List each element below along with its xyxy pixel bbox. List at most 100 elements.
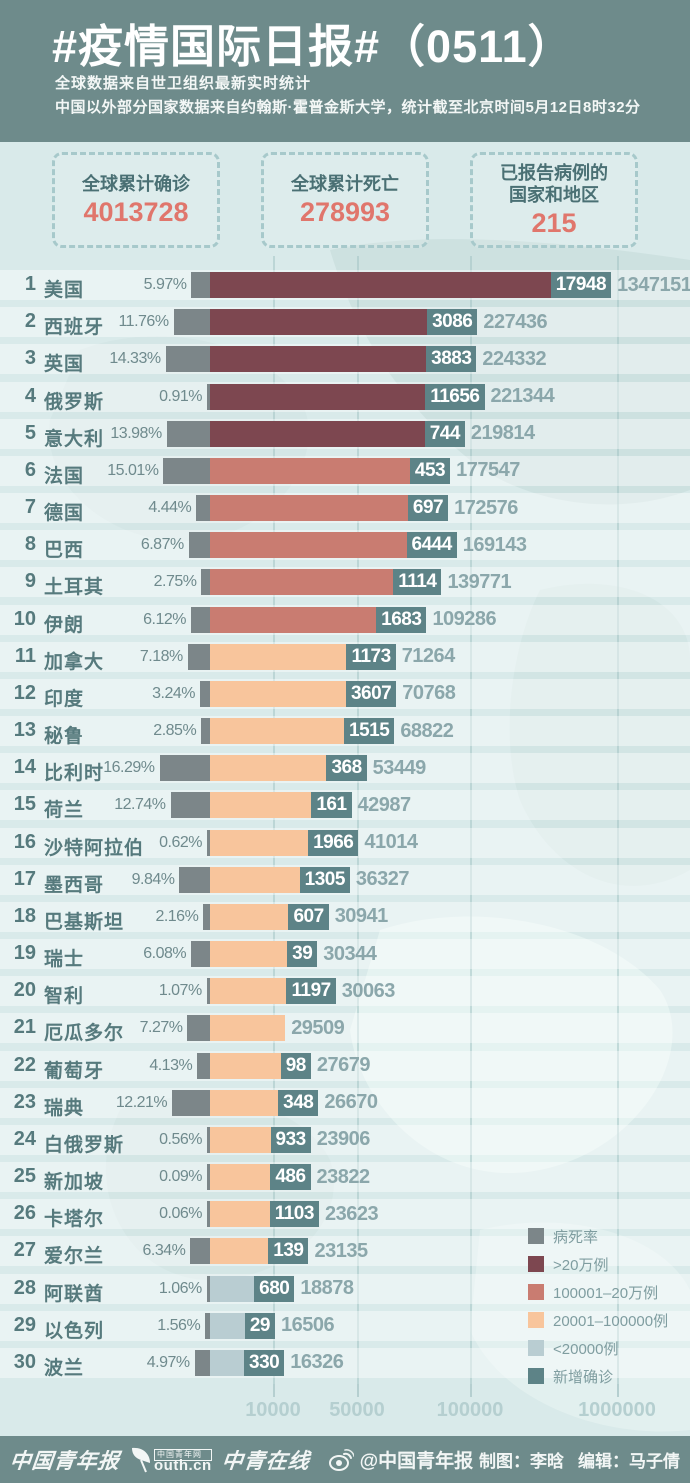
new-cases-chip: 139 [268, 1238, 309, 1265]
legend-item: 病死率 [528, 1222, 668, 1250]
new-cases-chip: 1173 [346, 643, 396, 670]
axis-tick [273, 1384, 275, 1397]
country-name: 荷兰 [44, 800, 85, 822]
stat-box-deaths: 全球累计死亡 278993 [261, 152, 429, 248]
fatality-rate-bar [165, 346, 210, 373]
legend-label: 病死率 [553, 1228, 599, 1246]
fatality-rate-label: 7.18% [139, 647, 183, 665]
total-cases-bar [210, 643, 347, 670]
new-cases-chip: 1114 [393, 569, 442, 596]
country-row: 20 智利 1.07% 1197 30063 [0, 976, 690, 1007]
fatality-rate-label: 6.12% [143, 610, 187, 628]
youth-cn-logo: 中国青年网 outh.cn [130, 1447, 212, 1473]
weibo-account: @中国青年报 [328, 1446, 473, 1473]
fatality-rate-label: 2.85% [153, 722, 197, 740]
bar-tail: 1103 23623 [269, 1201, 379, 1228]
fatality-rate-bar [191, 606, 210, 633]
credits: 制图：李晗 编辑：马子倩 [479, 1447, 680, 1472]
bar-tail: 29509 [285, 1015, 345, 1041]
total-cases-bar [210, 792, 312, 819]
fatality-rate-bar [205, 1312, 210, 1339]
new-cases-chip: 39 [287, 941, 318, 968]
legend-label: 20001–100000例 [553, 1312, 669, 1330]
rank-label: 2 [24, 310, 36, 333]
new-cases-chip: 368 [326, 755, 367, 782]
country-name: 法国 [44, 465, 85, 487]
country-name: 爱尔兰 [44, 1246, 105, 1268]
bar-tail: 348 26670 [278, 1089, 378, 1116]
rank-label: 20 [13, 979, 36, 1002]
row-band [0, 939, 690, 970]
country-row: 19 瑞士 6.08% 39 30344 [0, 939, 690, 970]
legend-label: 100001–20万例 [553, 1284, 659, 1302]
rank-label: 15 [13, 793, 36, 816]
rank-label: 30 [13, 1350, 36, 1373]
legend-label: <20000例 [553, 1340, 619, 1358]
rank-label: 5 [24, 421, 36, 444]
new-cases-chip: 98 [280, 1052, 311, 1079]
bar-tail: 697 172576 [407, 495, 518, 522]
fatality-rate-bar [191, 941, 210, 968]
new-cases-chip: 453 [409, 457, 451, 484]
country-row: 7 德国 4.44% 697 172576 [0, 493, 690, 524]
rank-label: 10 [13, 607, 36, 630]
legend-label: 新增确诊 [553, 1368, 614, 1386]
rank-label: 13 [13, 719, 36, 742]
axis-tick [617, 1384, 619, 1397]
country-row: 27 爱尔兰 6.34% 139 23135 [0, 1236, 690, 1268]
country-name: 沙特阿拉伯 [44, 837, 145, 859]
country-row: 17 墨西哥 9.84% 1305 36327 [0, 864, 690, 896]
fatality-rate-label: 3.24% [152, 684, 195, 702]
fatality-rate-label: 6.08% [143, 945, 187, 963]
rank-label: 4 [24, 384, 36, 407]
new-cases-chip: 17948 [550, 272, 612, 298]
country-row: 24 白俄罗斯 0.56% 933 23906 [0, 1124, 690, 1156]
rank-label: 12 [13, 681, 36, 704]
country-row: 2 西班牙 11.76% 3086 227436 [0, 307, 690, 338]
fatality-rate-label: 16.29% [103, 759, 155, 777]
rank-label: 3 [24, 347, 36, 370]
legend-item: 100001–20万例 [528, 1278, 668, 1306]
bar-tail: 744 219814 [424, 420, 535, 447]
new-cases-chip: 697 [407, 495, 449, 522]
fatality-rate-label: 4.97% [146, 1353, 190, 1371]
country-row: 13 秘鲁 2.85% 1515 68822 [0, 716, 690, 747]
total-cases-label: 224332 [482, 347, 547, 370]
total-cases-label: 227436 [483, 310, 548, 333]
total-cases-label: 30344 [323, 942, 377, 965]
total-cases-label: 221344 [490, 385, 555, 407]
country-name: 墨西哥 [44, 874, 105, 896]
fatality-rate-label: 15.01% [107, 461, 159, 479]
country-row: 14 比利时 16.29% 368 53449 [0, 753, 690, 784]
country-name: 波兰 [44, 1357, 85, 1379]
country-row: 5 意大利 13.98% 744 219814 [0, 418, 690, 450]
fatality-rate-bar [188, 532, 210, 559]
ginkgo-leaf-icon [132, 1447, 150, 1472]
total-cases-label: 41014 [364, 831, 418, 854]
rank-label: 9 [24, 570, 36, 593]
country-row: 25 新加坡 0.09% 486 23822 [0, 1162, 690, 1193]
total-cases-bar [210, 1126, 271, 1153]
rank-label: 21 [13, 1016, 36, 1039]
bar-tail: 933 23906 [270, 1126, 370, 1153]
country-name: 俄罗斯 [44, 391, 105, 413]
axis-gridline [273, 256, 275, 1396]
new-cases-chip: 680 [254, 1275, 295, 1302]
header-banner: #疫情国际日报#（0511） 全球数据来自世卫组织最新实时统计 中国以外部分国家… [0, 0, 690, 142]
total-cases-label: 169143 [462, 533, 527, 556]
rank-label: 27 [13, 1239, 36, 1262]
country-name: 厄瓜多尔 [44, 1023, 125, 1045]
bar-tail: 1114 139771 [393, 569, 512, 596]
country-row: 12 印度 3.24% 3607 70768 [0, 678, 690, 710]
country-name: 意大利 [44, 428, 105, 450]
total-cases-label: 70768 [402, 682, 456, 705]
bar-tail: 1173 71264 [346, 643, 455, 670]
total-cases-label: 172576 [454, 496, 518, 519]
total-cases-label: 1347151 [617, 273, 690, 296]
rank-label: 8 [24, 533, 36, 556]
stat-value: 215 [531, 208, 577, 238]
fatality-rate-label: 0.91% [159, 387, 202, 405]
fatality-rate-bar [207, 383, 210, 410]
fatality-rate-bar [170, 792, 210, 819]
fatality-rate-bar [163, 457, 210, 484]
